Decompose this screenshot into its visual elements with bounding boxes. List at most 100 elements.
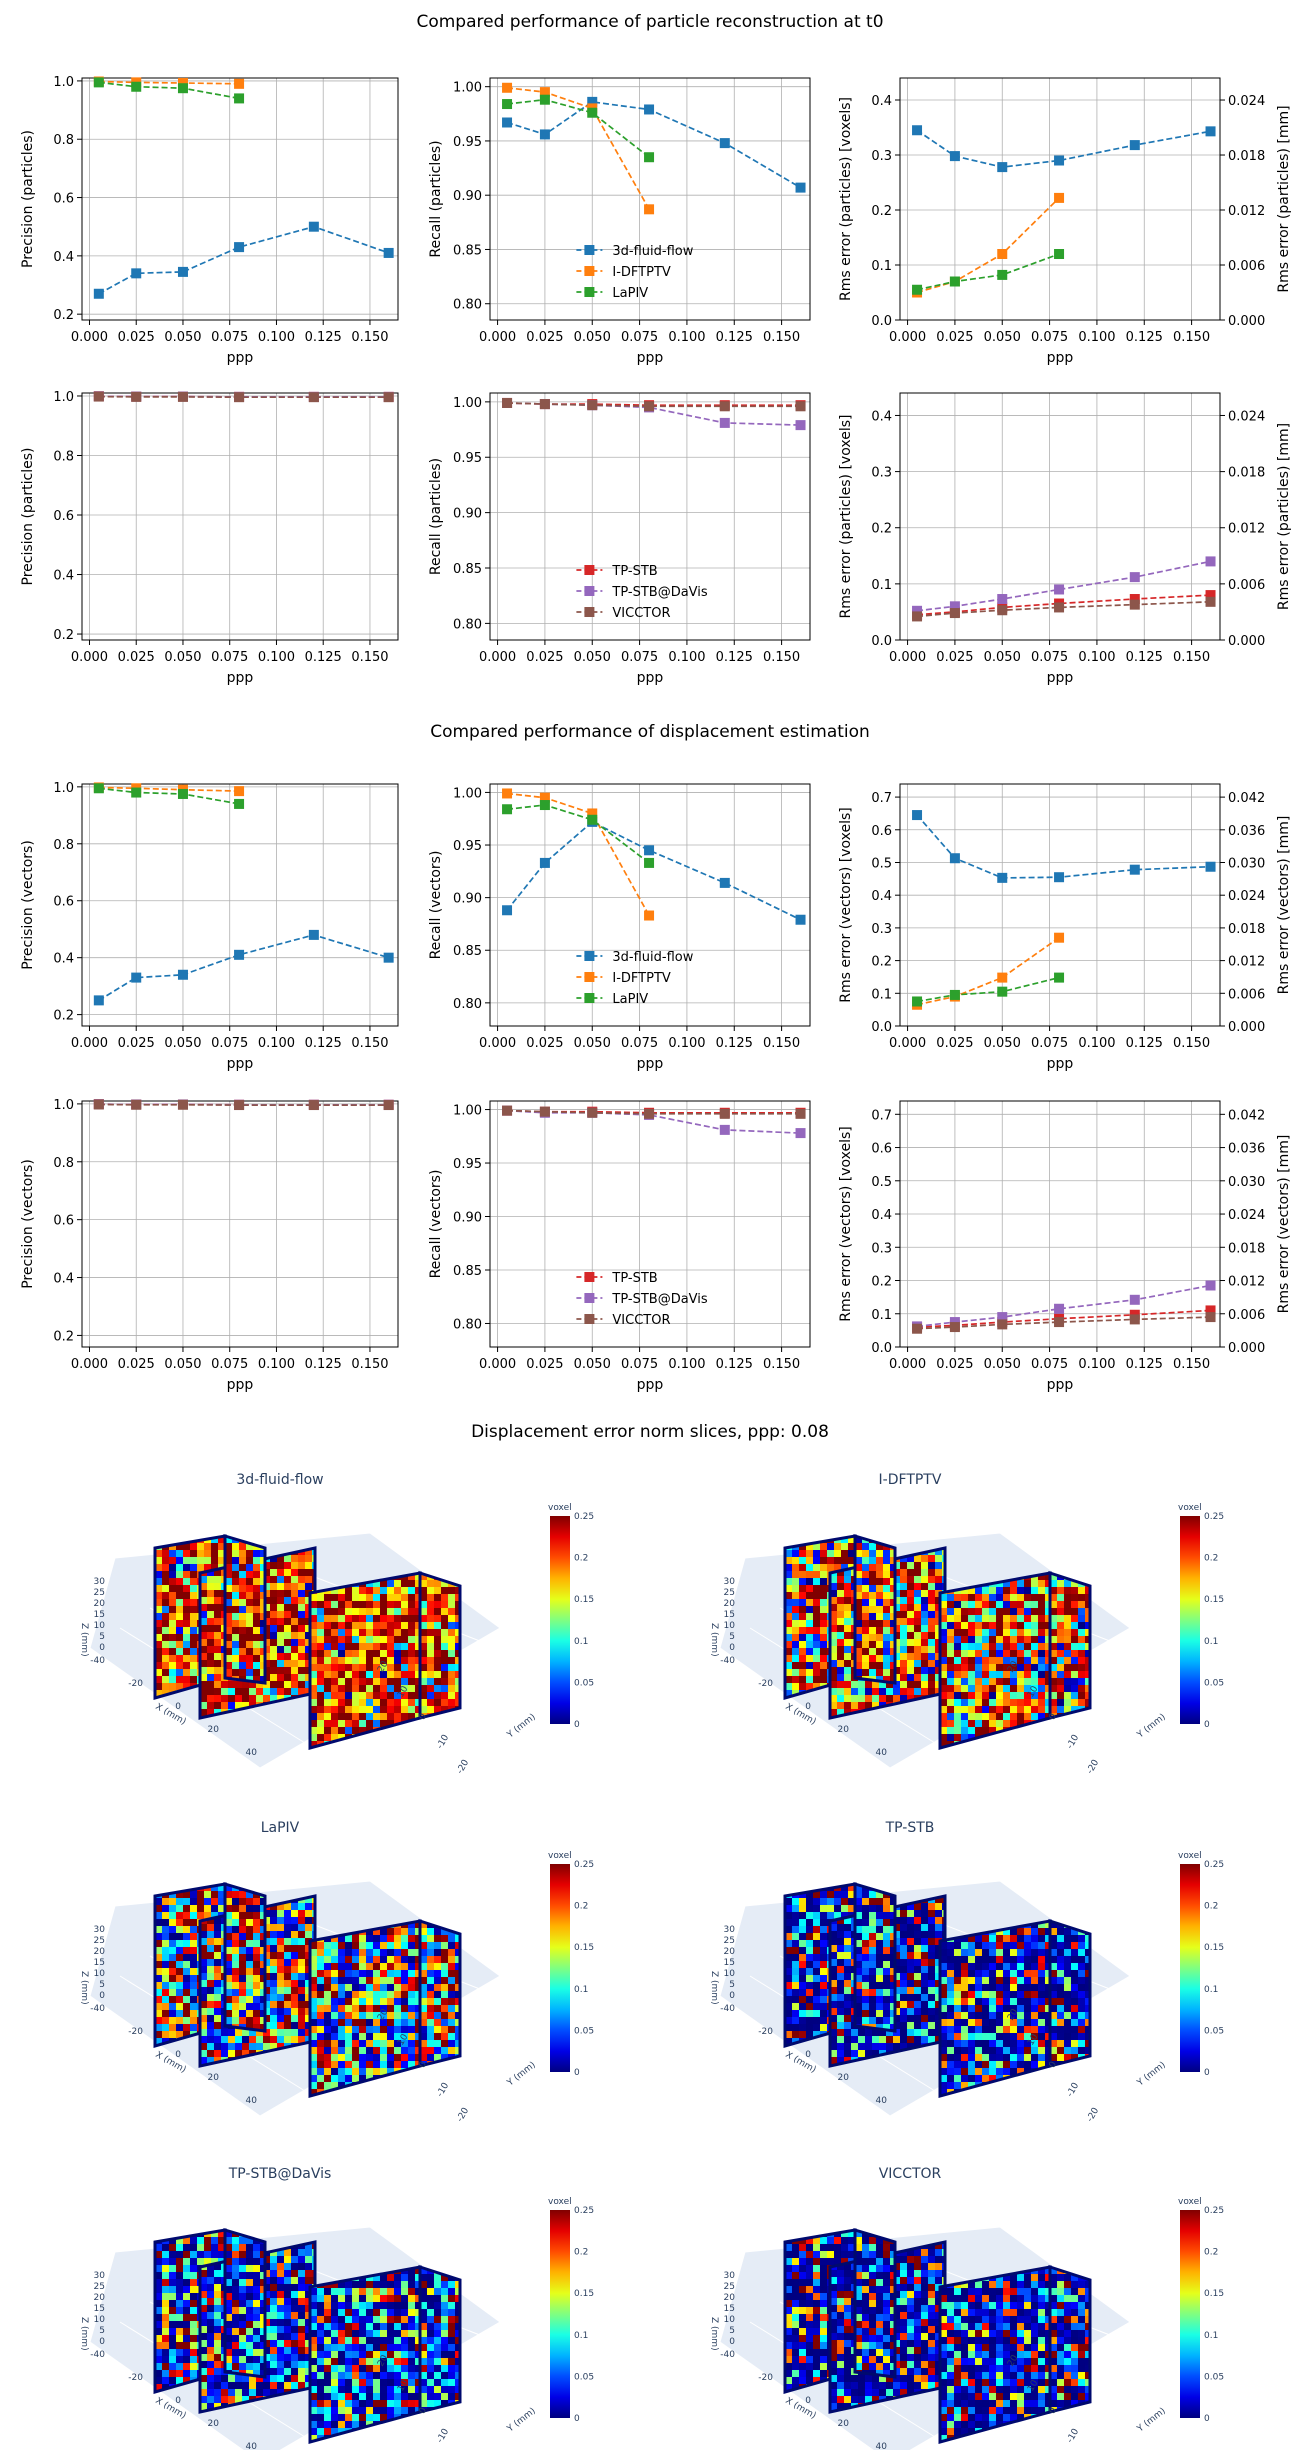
z-tick-label: 30 <box>724 1577 736 1587</box>
data-point-VICCTOR <box>949 1322 960 1333</box>
y-tick-label: 0.6 <box>871 824 892 839</box>
disp-precision-a-panel: 0.000 0.025 0.050 0.075 0.100 0.125 0.150 0.2 0.… <box>20 781 399 1072</box>
data-point-3d-fluid-flow <box>795 182 806 193</box>
data-point-3d-fluid-flow <box>719 138 730 149</box>
data-point-VICCTOR <box>719 1108 730 1119</box>
colorbar-tick-label: 0.25 <box>574 1512 594 1522</box>
colorbar-tick-label: 0.15 <box>1204 1943 1224 1953</box>
y-tick-label: 0.2 <box>871 1275 892 1290</box>
y-tick-label: 0.6 <box>53 192 74 207</box>
colorbar-title: voxel <box>1178 2197 1202 2207</box>
y-tick-label: 1.00 <box>453 1104 482 1119</box>
x-tick-label: 0.150 <box>763 1357 800 1372</box>
x-tick-label: 0.025 <box>526 1036 563 1051</box>
data-point-VICCTOR <box>131 391 142 402</box>
x-tick-label: 0.125 <box>305 330 342 345</box>
legend-label: TP-STB <box>611 564 657 579</box>
legend-marker <box>584 607 595 617</box>
y-tick-label: 0 <box>1048 1712 1060 1722</box>
z-tick-label: 30 <box>724 1925 736 1935</box>
y-tick-label: 0.0 <box>871 314 892 329</box>
colorbar-tick-label: 0.2 <box>1204 2248 1218 2258</box>
data-point-TP-STB@DaVis <box>912 605 923 616</box>
colorbar <box>550 1864 570 2072</box>
data-point-3d-fluid-flow <box>308 221 319 232</box>
y-axis-label: Rms error (vectors) [voxels] <box>838 807 854 1003</box>
z-tick-label: 0 <box>99 1643 105 1653</box>
y-tick-label: 0.7 <box>871 1108 892 1123</box>
data-point-VICCTOR <box>539 399 550 410</box>
z-tick-label: 10 <box>724 2315 736 2325</box>
colorbar-tick-label: 0 <box>1204 1720 1210 1730</box>
x-tick-label: 0.100 <box>1078 1357 1115 1372</box>
y-tick-label: 0.95 <box>453 451 482 466</box>
x-tick-label: 0.150 <box>351 650 388 665</box>
series-line-VICCTOR <box>506 1109 801 1115</box>
colorbar <box>1180 1516 1200 1724</box>
y-tick-label: 0.80 <box>453 1317 482 1332</box>
y-tick-label: -10 <box>1065 2427 1081 2445</box>
x-tick-label: 0.050 <box>984 1357 1021 1372</box>
y-tick-label: 1.0 <box>53 781 74 796</box>
slice-plane <box>855 2230 895 2377</box>
x-tick-label: 0.000 <box>71 650 108 665</box>
x-tick-label: -20 <box>758 2373 773 2383</box>
legend-marker <box>584 565 595 575</box>
x-tick-label: 0.150 <box>351 1357 388 1372</box>
y2-tick-label: 0.018 <box>1228 922 1265 937</box>
series-line-TP-STB@DaVis <box>916 560 1211 612</box>
y2-tick-label: 0.042 <box>1228 1108 1265 1123</box>
legend-marker <box>584 972 595 982</box>
y2-tick-label: 0.036 <box>1228 824 1265 839</box>
z-tick-label: 15 <box>94 1610 105 1620</box>
y-tick-label: 0.4 <box>871 409 892 424</box>
colorbar-tick-label: 0.25 <box>574 1860 594 1870</box>
slice-plane <box>940 1921 1050 2096</box>
reconstruction-section-title: Compared performance of particle reconst… <box>416 12 884 32</box>
data-point-I-DFTPTV <box>1054 932 1065 943</box>
series-line-I-DFTPTV <box>98 786 240 792</box>
slice-title: 3d-fluid-flow <box>236 1472 324 1488</box>
z-axis-label: Z (mm) <box>79 2317 89 2351</box>
slice-title: TP-STB <box>885 1820 935 1836</box>
x-tick-label: 0.000 <box>479 330 516 345</box>
x-tick-label: 0.125 <box>1126 330 1163 345</box>
x-tick-label: 0.150 <box>763 650 800 665</box>
x-tick-label: 0 <box>175 2050 181 2060</box>
slice-plane-border <box>418 1918 462 2068</box>
data-point-I-DFTPTV <box>1054 192 1065 203</box>
z-tick-label: 25 <box>724 2282 735 2292</box>
z-tick-label: 30 <box>94 1925 106 1935</box>
disp-precision-b-panel: 0.000 0.025 0.050 0.075 0.100 0.125 0.150 0.2 0.… <box>20 1098 399 1393</box>
data-point-VICCTOR <box>1054 1317 1065 1328</box>
recon-precision-b-panel: 0.000 0.025 0.050 0.075 0.100 0.125 0.150 0.2 0.… <box>20 390 399 686</box>
y-tick-label: 1.0 <box>53 1098 74 1113</box>
z-tick-label: 15 <box>94 2304 105 2314</box>
z-tick-label: 25 <box>94 1588 105 1598</box>
x-tick-label: 0 <box>175 2396 181 2406</box>
y-tick-label: 0.8 <box>53 838 74 853</box>
colorbar-tick-label: 0 <box>1204 2414 1210 2424</box>
data-point-VICCTOR <box>177 1099 188 1110</box>
y-tick-label: 0.2 <box>53 1329 74 1344</box>
x-tick-label: -40 <box>90 2350 105 2360</box>
data-point-LaPIV <box>644 857 655 868</box>
legend-label: LaPIV <box>612 992 648 1007</box>
data-point-VICCTOR <box>795 1108 806 1119</box>
series-line-3d-fluid-flow <box>98 225 389 295</box>
z-tick-label: 0 <box>99 1991 105 2001</box>
series-line-I-DFTPTV <box>506 792 650 916</box>
data-point-TP-STB@DaVis <box>997 1312 1008 1323</box>
data-point-3d-fluid-flow <box>644 104 655 115</box>
y-axis-label: Precision (particles) <box>20 130 36 268</box>
x-tick-label: 0.025 <box>118 330 155 345</box>
y2-tick-label: 0.036 <box>1228 1142 1265 1157</box>
x-axis-label: ppp <box>227 1056 254 1072</box>
y-axis-label: Precision (particles) <box>20 448 36 586</box>
y-tick-label: -20 <box>455 1758 471 1776</box>
x-tick-label: 40 <box>876 2096 888 2106</box>
data-point-LaPIV <box>997 269 1008 280</box>
data-point-TP-STB <box>1205 590 1216 601</box>
z-tick-label: 5 <box>729 2326 735 2336</box>
